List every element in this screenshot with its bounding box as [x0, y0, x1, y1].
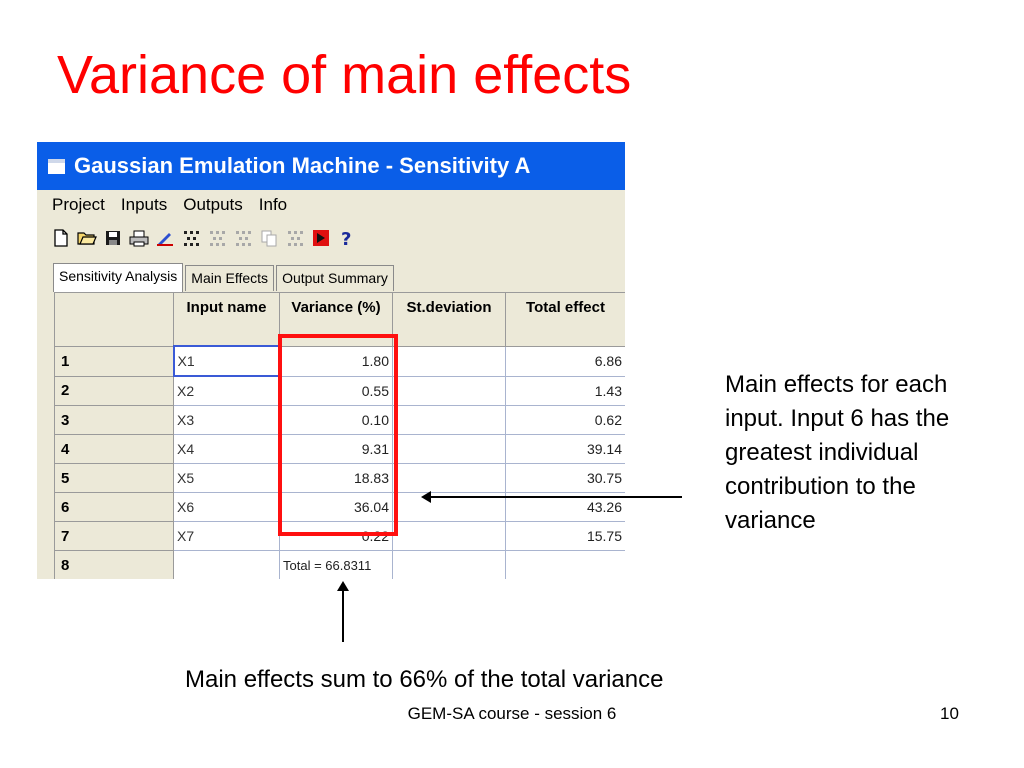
cell-variance[interactable]: 36.04: [279, 492, 393, 522]
table-row: 8 Total = 66.8311: [54, 550, 625, 579]
cell-st-deviation[interactable]: [392, 521, 506, 551]
copy-icon[interactable]: [259, 228, 279, 248]
row-number[interactable]: 6: [54, 492, 174, 522]
cell-variance[interactable]: 1.80: [279, 345, 393, 377]
cell-total-effect[interactable]: 0.62: [505, 405, 625, 435]
svg-text:?: ?: [341, 229, 351, 247]
window-title: Gaussian Emulation Machine - Sensitivity…: [74, 153, 531, 178]
menu-project[interactable]: Project: [52, 195, 105, 214]
cell-input-name[interactable]: X5: [173, 463, 280, 493]
window-titlebar[interactable]: Gaussian Emulation Machine - Sensitivity…: [37, 142, 625, 190]
run-icon[interactable]: [311, 228, 331, 248]
tab-main-effects[interactable]: Main Effects: [185, 265, 275, 291]
cell-total-effect[interactable]: 1.43: [505, 375, 625, 406]
tab-strip: Sensitivity Analysis Main Effects Output…: [53, 263, 396, 292]
menu-outputs[interactable]: Outputs: [183, 195, 243, 214]
cell-input-name[interactable]: X4: [173, 434, 280, 464]
cell-input-name[interactable]: X3: [173, 405, 280, 435]
print-icon[interactable]: [129, 228, 149, 248]
cell-variance[interactable]: 9.31: [279, 434, 393, 464]
column-header-input-name[interactable]: Input name: [173, 292, 280, 347]
row-number[interactable]: 8: [54, 550, 174, 579]
menu-inputs[interactable]: Inputs: [120, 195, 168, 214]
help-icon[interactable]: ?: [337, 228, 357, 248]
cell-input-name[interactable]: X7: [173, 521, 280, 551]
cell-variance[interactable]: 0.10: [279, 405, 393, 435]
cell-st-deviation[interactable]: [392, 405, 506, 435]
cell-variance-total[interactable]: Total = 66.8311: [279, 550, 393, 579]
cell-total-effect[interactable]: [505, 550, 625, 579]
table-row: 3 X3 0.10 0.62: [54, 405, 625, 435]
cell-input-name[interactable]: [173, 550, 280, 579]
caption-arrow: [337, 581, 349, 642]
grid-dots-icon[interactable]: [285, 228, 305, 248]
app-window-screenshot: Gaussian Emulation Machine - Sensitivity…: [37, 142, 625, 579]
cell-input-name[interactable]: X2: [173, 375, 280, 406]
new-file-icon[interactable]: [51, 228, 71, 248]
callout-arrow: [421, 491, 682, 503]
slide-title: Variance of main effects: [57, 45, 632, 105]
footer-text: GEM-SA course - session 6: [407, 704, 617, 723]
table-row: 2 X2 0.55 1.43: [54, 375, 625, 406]
callout-text: Main effects for each input. Input 6 has…: [725, 371, 950, 534]
variance-highlight-box: [278, 334, 398, 536]
row-number[interactable]: 3: [54, 405, 174, 435]
menu-bar: Project Inputs Outputs Info: [37, 190, 625, 220]
cell-variance[interactable]: 0.55: [279, 375, 393, 406]
row-number[interactable]: 2: [54, 375, 174, 406]
cell-total-effect[interactable]: 15.75: [505, 521, 625, 551]
cell-st-deviation[interactable]: [392, 345, 506, 377]
toolbar: ?: [37, 220, 625, 256]
column-header-total-effect[interactable]: Total effect: [505, 292, 625, 347]
app-window-icon: [48, 158, 65, 174]
caption-text: Main effects sum to 66% of the total var…: [185, 666, 664, 693]
cell-total-effect[interactable]: 39.14: [505, 434, 625, 464]
sensitivity-table: Input name Variance (%) St.deviation Tot…: [54, 292, 625, 579]
grid-dots-icon[interactable]: [207, 228, 227, 248]
grid-dots-icon[interactable]: [181, 228, 201, 248]
open-folder-icon[interactable]: [77, 228, 97, 248]
save-icon[interactable]: [103, 228, 123, 248]
pen-icon[interactable]: [155, 228, 175, 248]
page-number: 10: [940, 704, 959, 723]
table-row: 6 X6 36.04 43.26: [54, 492, 625, 522]
tab-output-summary[interactable]: Output Summary: [276, 265, 394, 291]
cell-st-deviation[interactable]: [392, 434, 506, 464]
tab-sensitivity-analysis[interactable]: Sensitivity Analysis: [53, 263, 184, 292]
row-number[interactable]: 7: [54, 521, 174, 551]
table-corner: [54, 292, 174, 347]
cell-st-deviation[interactable]: [392, 463, 506, 493]
menu-info[interactable]: Info: [258, 195, 288, 214]
row-number[interactable]: 4: [54, 434, 174, 464]
cell-input-name[interactable]: X1: [172, 345, 281, 377]
cell-total-effect[interactable]: 6.86: [505, 345, 625, 377]
cell-st-deviation[interactable]: [392, 550, 506, 579]
cell-input-name[interactable]: X6: [173, 492, 280, 522]
table-header-row: Input name Variance (%) St.deviation Tot…: [54, 292, 625, 347]
row-number[interactable]: 1: [54, 345, 174, 377]
cell-st-deviation[interactable]: [392, 375, 506, 406]
column-header-st-deviation[interactable]: St.deviation: [392, 292, 506, 347]
row-number[interactable]: 5: [54, 463, 174, 493]
table-row: 1 X1 1.80 6.86: [54, 345, 625, 377]
grid-dots-icon[interactable]: [233, 228, 253, 248]
cell-total-effect[interactable]: 30.75: [505, 463, 625, 493]
